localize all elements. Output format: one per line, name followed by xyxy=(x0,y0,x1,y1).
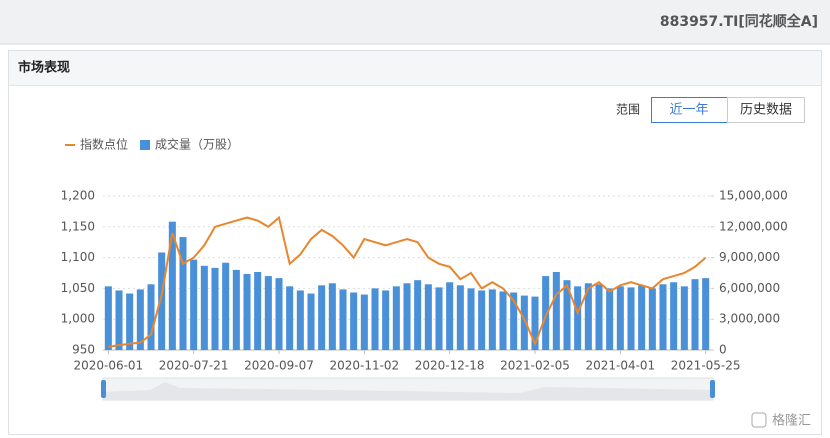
legend-label: 成交量（万股） xyxy=(155,137,239,152)
volume-bar xyxy=(243,274,251,350)
volume-bar xyxy=(275,278,283,350)
volume-bar xyxy=(638,285,646,350)
volume-bar xyxy=(670,282,678,350)
x-tick-label: 2020-09-07 xyxy=(244,359,314,373)
y-tick-label: 950 xyxy=(72,343,95,357)
legend-marker xyxy=(140,140,151,150)
y2-tick-label: 0 xyxy=(719,343,727,357)
volume-bar xyxy=(371,288,379,350)
volume-bar xyxy=(104,286,112,350)
y2-tick-label: 6,000,000 xyxy=(719,281,780,295)
volume-bar xyxy=(424,284,432,350)
volume-bar xyxy=(136,289,144,350)
x-tick-label: 2021-02-05 xyxy=(500,359,570,373)
volume-bar xyxy=(382,290,390,350)
index-line xyxy=(108,215,707,348)
volume-bar xyxy=(435,287,443,350)
x-tick-label: 2020-11-02 xyxy=(329,359,399,373)
range-button-frame[interactable] xyxy=(727,97,805,123)
y2-tick-label: 3,000,000 xyxy=(719,312,780,326)
watermark-icon xyxy=(751,412,767,428)
volume-bar xyxy=(179,237,187,350)
volume-bar xyxy=(286,286,294,350)
page-title: 883957.TI[同花顺全A] xyxy=(660,13,818,30)
navigator-handle[interactable] xyxy=(710,380,715,398)
y-tick-label: 1,150 xyxy=(61,219,95,233)
volume-bar xyxy=(456,285,464,350)
volume-bar xyxy=(168,221,176,350)
volume-bar xyxy=(232,269,240,350)
volume-bar xyxy=(595,284,603,350)
volume-bar xyxy=(616,286,624,350)
volume-bar xyxy=(403,283,411,350)
volume-bar xyxy=(648,288,656,350)
volume-bar xyxy=(702,278,710,350)
volume-bar xyxy=(307,293,315,350)
volume-bar xyxy=(222,262,230,350)
volume-bar xyxy=(200,265,208,350)
volume-bar xyxy=(552,271,560,350)
volume-bar xyxy=(563,280,571,350)
x-tick-label: 2020-06-01 xyxy=(73,359,143,373)
volume-bar xyxy=(510,292,518,350)
range-button[interactable]: 历史数据 xyxy=(740,103,792,118)
volume-bar xyxy=(488,289,496,350)
x-tick-label: 2020-07-21 xyxy=(159,359,229,373)
volume-bar xyxy=(414,280,422,350)
volume-bar xyxy=(531,296,539,350)
volume-bar xyxy=(478,290,486,350)
y2-tick-label: 15,000,000 xyxy=(719,189,788,203)
y2-tick-label: 12,000,000 xyxy=(719,219,788,233)
volume-bar xyxy=(254,271,262,350)
volume-bar xyxy=(467,288,475,350)
x-tick-label: 2021-04-01 xyxy=(585,359,655,373)
volume-bar xyxy=(691,279,699,350)
y-tick-label: 1,050 xyxy=(61,281,95,295)
range-label: 范围 xyxy=(616,103,640,117)
volume-bar xyxy=(584,283,592,350)
y2-tick-label: 9,000,000 xyxy=(719,250,780,264)
x-tick-label: 2021-05-25 xyxy=(671,359,741,373)
volume-bar xyxy=(680,286,688,350)
navigator-handle[interactable] xyxy=(101,380,106,398)
panel-header xyxy=(9,51,821,85)
volume-bar xyxy=(339,289,347,350)
volume-bar xyxy=(392,286,400,350)
top-bar xyxy=(0,0,830,44)
volume-bar xyxy=(318,285,326,350)
legend-label: 指数点位 xyxy=(80,137,128,152)
volume-bar xyxy=(296,290,304,350)
x-tick-label: 2020-12-18 xyxy=(415,359,485,373)
range-button[interactable]: 近一年 xyxy=(669,103,708,118)
y-tick-label: 1,100 xyxy=(61,250,95,264)
volume-bar xyxy=(190,259,198,350)
volume-bar xyxy=(446,282,454,350)
volume-bar xyxy=(360,294,368,350)
volume-bar xyxy=(158,252,166,350)
volume-bar xyxy=(350,292,358,350)
volume-bar xyxy=(126,293,134,350)
volume-bar xyxy=(147,284,155,350)
volume-bar xyxy=(115,290,123,350)
y-tick-label: 1,200 xyxy=(61,189,95,203)
volume-bar xyxy=(574,286,582,350)
volume-bar xyxy=(627,287,635,350)
volume-bar xyxy=(520,295,528,350)
navigator-shape xyxy=(103,382,713,400)
volume-bar xyxy=(659,284,667,350)
volume-bar xyxy=(211,267,219,350)
volume-bar xyxy=(542,276,550,350)
volume-bar xyxy=(264,276,272,350)
volume-bar xyxy=(499,291,507,350)
watermark: 格隆汇 xyxy=(772,413,811,429)
volume-bar xyxy=(328,283,336,350)
panel-title: 市场表现 xyxy=(18,60,70,76)
volume-bar xyxy=(606,288,614,350)
y-tick-label: 1,000 xyxy=(61,312,95,326)
